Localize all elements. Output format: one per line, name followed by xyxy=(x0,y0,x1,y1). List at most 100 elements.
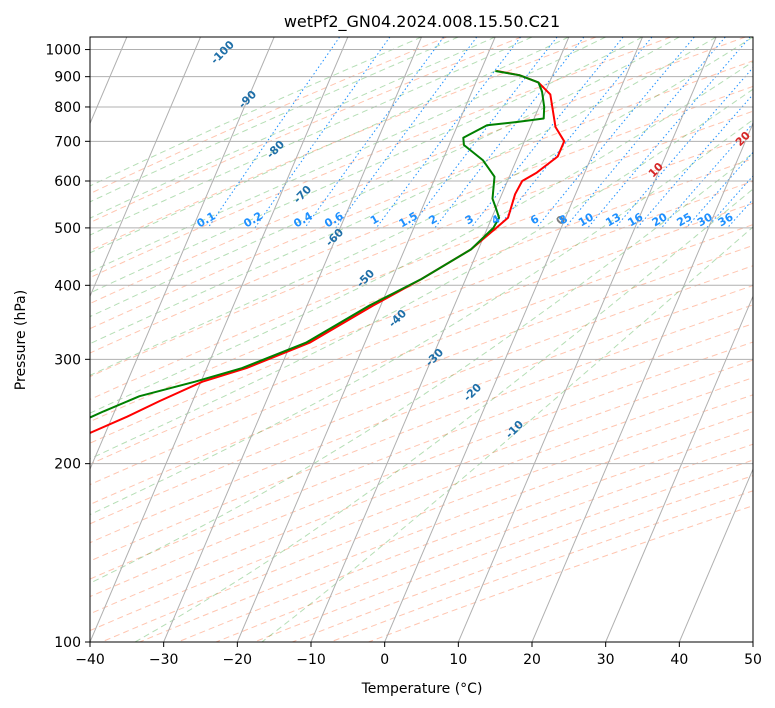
isotherm-gridline xyxy=(384,37,643,642)
moist-adiabat xyxy=(90,119,753,516)
mixing-ratio-label: 25 xyxy=(674,210,694,229)
y-axis: 100 200 300 400 500 600 700 800 900 1000 xyxy=(45,43,90,651)
mixing-ratio-label: 13 xyxy=(603,210,623,229)
moist-adiabat xyxy=(90,88,753,460)
mixing-ratio-line xyxy=(335,37,478,229)
moist-adiabat xyxy=(90,37,717,345)
mixing-ratio-label: 16 xyxy=(626,210,646,229)
mixing-ratio-line xyxy=(661,122,753,229)
mixing-ratio-label: 6 xyxy=(528,212,541,227)
mixing-ratio-label: 10 xyxy=(576,210,596,229)
isotherm-gridline xyxy=(236,37,496,642)
mixing-ratio-line xyxy=(564,37,726,229)
moist-adiabat xyxy=(90,37,570,254)
isotherm-gridline xyxy=(90,37,201,298)
plot-area: -100-90-80-70-60-50-40-30-20-10010203040… xyxy=(90,37,753,642)
dry-adiabat xyxy=(90,37,522,224)
moist-adiabat xyxy=(90,37,533,236)
mixing-ratio-line xyxy=(207,37,341,229)
x-tick-label: −40 xyxy=(75,652,105,668)
mixing-ratio-label: 0.4 xyxy=(291,209,315,230)
mixing-ratio-label: 1.5 xyxy=(397,209,420,230)
dry-adiabat xyxy=(101,394,753,642)
dry-adiabat xyxy=(90,224,753,486)
mixing-ratio-line xyxy=(434,37,585,229)
y-tick-label: 700 xyxy=(54,134,81,150)
mixing-ratio-line xyxy=(497,37,653,229)
isotherm-label: -100 xyxy=(208,38,237,67)
dry-adiabat xyxy=(90,37,671,279)
isotherm-gridline xyxy=(90,37,349,642)
y-tick-label: 200 xyxy=(54,457,81,473)
x-tick-label: 30 xyxy=(597,652,615,668)
moist-adiabat xyxy=(90,37,643,294)
dry-adiabat xyxy=(90,202,753,465)
x-tick-label: 40 xyxy=(670,652,688,668)
x-axis-title: Temperature (°C) xyxy=(361,681,483,697)
dry-adiabat xyxy=(90,158,753,423)
mixing-ratio-line xyxy=(375,37,521,229)
x-tick-label: 10 xyxy=(449,652,467,668)
isotherm-gridline xyxy=(90,37,275,471)
y-tick-label: 600 xyxy=(54,174,81,190)
dry-adiabat xyxy=(90,377,753,632)
isotherm-label: 20 xyxy=(733,129,753,149)
isotherm-gridline xyxy=(531,122,753,642)
series-lines xyxy=(90,70,566,435)
mixing-ratio-label: 0.6 xyxy=(322,209,346,230)
mixing-ratio-line xyxy=(470,37,624,229)
isotherm-gridline xyxy=(752,640,753,642)
mixing-ratio-label: 3 xyxy=(463,212,476,227)
x-axis: −40 −30 −20 −10 0 10 20 30 40 50 xyxy=(75,642,762,668)
grid-lines xyxy=(90,37,753,642)
moist-adiabat xyxy=(134,188,753,642)
y-axis-title: Pressure (hPa) xyxy=(13,290,29,390)
dry-adiabat xyxy=(177,427,753,642)
dewpoint-profile-line xyxy=(90,70,546,419)
isotherm-label: -90 xyxy=(236,88,259,111)
moist-adiabat xyxy=(90,37,680,318)
isotherm-label: 10 xyxy=(646,160,666,180)
isotherm-gridline xyxy=(163,37,422,642)
y-tick-label: 100 xyxy=(54,635,81,651)
background-lines xyxy=(90,37,753,642)
dry-adiabat xyxy=(90,244,753,505)
isotherm-gridline xyxy=(605,295,753,642)
mixing-ratio-line xyxy=(409,37,558,229)
moist-adiabat xyxy=(90,37,496,219)
y-tick-label: 900 xyxy=(54,70,81,86)
moist-adiabat xyxy=(90,37,606,273)
x-tick-label: −20 xyxy=(223,652,253,668)
isotherm-label: -50 xyxy=(354,267,377,290)
isotherm-label: -10 xyxy=(503,418,526,441)
dry-adiabat xyxy=(90,359,753,615)
mixing-ratio-line xyxy=(727,198,753,229)
mixing-ratio-line xyxy=(304,37,445,229)
dry-adiabat xyxy=(90,60,753,330)
mixing-ratio-line xyxy=(614,66,753,229)
dry-adiabat xyxy=(90,85,753,354)
dry-adiabat xyxy=(90,110,753,378)
mixing-ratio-label: 0.1 xyxy=(195,209,218,230)
dry-adiabat xyxy=(90,37,597,252)
dry-adiabat xyxy=(215,443,753,642)
plot-frame xyxy=(89,36,754,643)
mixing-ratio-line xyxy=(636,93,753,229)
dry-adiabat xyxy=(90,134,753,401)
mixing-ratio-line xyxy=(685,151,753,229)
mixing-ratio-label: 30 xyxy=(695,210,715,229)
y-tick-label: 500 xyxy=(54,221,81,237)
mixing-ratio-label: 36 xyxy=(716,210,736,229)
x-tick-label: 20 xyxy=(523,652,541,668)
isotherm-gridline xyxy=(678,467,753,642)
y-tick-label: 400 xyxy=(54,278,81,294)
dry-adiabat xyxy=(90,341,753,598)
dry-adiabat xyxy=(90,284,753,544)
y-tick-label: 1000 xyxy=(45,43,81,59)
moist-adiabat xyxy=(261,226,753,642)
mixing-ratio-label: 1 xyxy=(368,212,381,227)
isotherm-gridline xyxy=(310,37,570,642)
dry-adiabat xyxy=(90,37,746,305)
